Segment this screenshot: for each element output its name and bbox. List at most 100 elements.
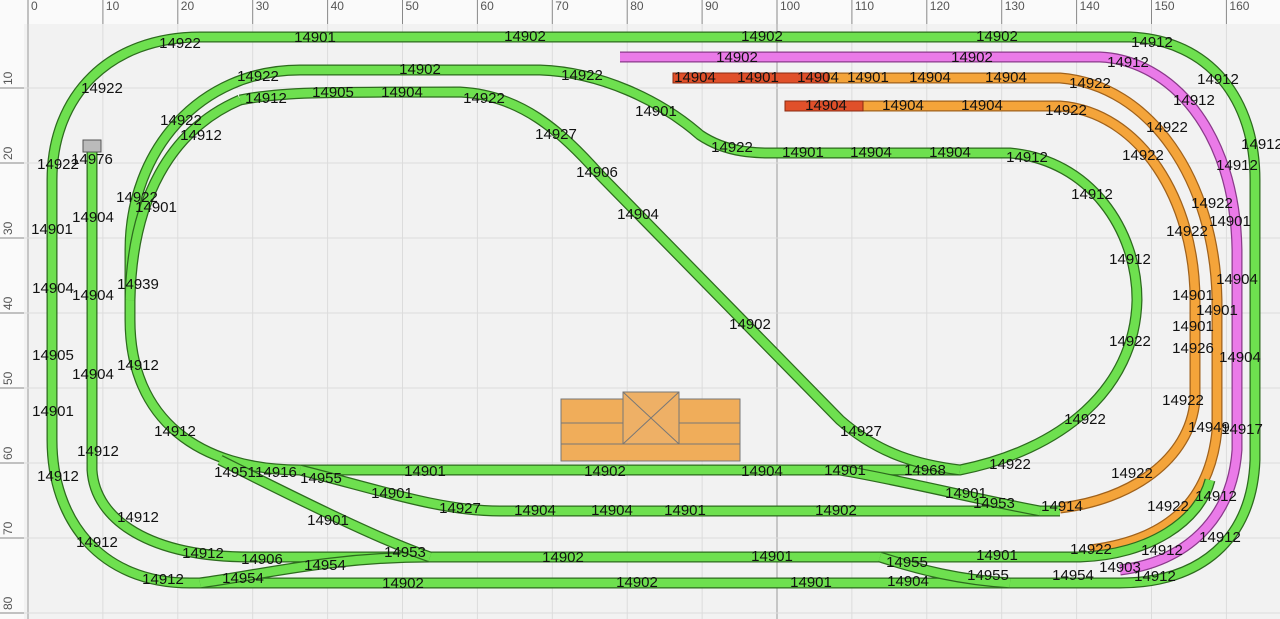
track-label: 14922 [1069,75,1111,92]
track-label: 14955 [886,554,928,571]
ruler-label: 80 [630,0,644,13]
ruler-label: 20 [181,0,195,13]
track-label: 14916 [255,464,297,481]
track-label: 14953 [384,544,426,561]
track-label: 14912 [1134,568,1176,585]
ruler-label: 70 [1,521,15,535]
track-label: 14904 [32,280,74,297]
track-label: 14922 [1166,223,1208,240]
track-label: 14976 [71,151,113,168]
track-label: 14906 [241,551,283,568]
track-label: 14954 [222,570,264,587]
track [298,465,1060,516]
track-label: 14901 [1209,213,1251,230]
track-label: 14904 [797,69,839,86]
track-label: 14922 [1111,465,1153,482]
track-label: 14901 [824,462,866,479]
track-label: 14912 [1216,157,1258,174]
track-label: 14922 [1064,411,1106,428]
track-label: 14912 [1241,136,1280,153]
ruler-label: 60 [480,0,494,13]
track-label: 14912 [1195,488,1237,505]
track-label: 14901 [135,199,177,216]
track-label: 14955 [300,470,342,487]
tracks [46,31,1261,589]
track-label: 14904 [674,69,716,86]
track-label: 14922 [1146,119,1188,136]
track-label: 14922 [160,112,202,129]
ruler-label: 0 [31,0,38,13]
track-label: 14901 [847,69,889,86]
track-label: 14903 [1099,559,1141,576]
track [87,145,1215,562]
track-label: 14906 [576,164,618,181]
track-label: 14904 [617,206,659,223]
track-label: 14902 [616,574,658,591]
building [560,391,741,462]
track-label: 14922 [711,139,753,156]
track-label: 14901 [976,547,1018,564]
track-label: 14901 [1172,287,1214,304]
track-label: 14904 [929,144,971,161]
track-label: 14912 [1141,542,1183,559]
track-label: 14905 [32,347,74,364]
track-label: 14904 [72,209,114,226]
ruler-label: 30 [256,0,270,13]
track-label: 14914 [1041,498,1083,515]
track-label: 14922 [237,68,279,85]
track-label: 14902 [504,28,546,45]
track-label: 14922 [561,67,603,84]
bumper [82,139,102,153]
track-label: 14927 [840,423,882,440]
track-label: 14902 [815,502,857,519]
track-label: 14912 [142,571,184,588]
track-label: 14901 [404,463,446,480]
ruler-label: 130 [1005,0,1025,13]
ruler-label: 20 [1,146,15,160]
track-label: 14922 [1070,541,1112,558]
track-label: 14901 [1196,302,1238,319]
track-label: 14912 [1199,529,1241,546]
track-label: 14955 [967,567,1009,584]
track-label: 14904 [882,97,924,114]
track-label: 14922 [1109,333,1151,350]
track-label: 14954 [304,557,346,574]
track-label: 14922 [1191,195,1233,212]
track-label: 14912 [1131,34,1173,51]
track-label: 14904 [381,84,423,101]
ruler-label: 40 [331,0,345,13]
track-label: 14904 [72,366,114,383]
track-label: 14912 [37,468,79,485]
track-label: 14904 [741,463,783,480]
ruler-label: 70 [555,0,569,13]
track-label: 14902 [741,28,783,45]
track-label: 14904 [1216,271,1258,288]
ruler-label: 120 [930,0,950,13]
track-label: 14902 [382,575,424,592]
track-label: 14901 [635,103,677,120]
track-label: 14922 [81,80,123,97]
ruler-label: 30 [1,221,15,235]
track-label: 14901 [751,548,793,565]
track-label: 14912 [77,443,119,460]
track-label: 14902 [951,49,993,66]
track-label: 14912 [182,545,224,562]
track-label: 14902 [716,49,758,66]
track-label: 14922 [1045,102,1087,119]
track-label: 14922 [37,156,79,173]
track-label: 14968 [904,462,946,479]
ruler-label: 160 [1229,0,1249,13]
track-label: 14912 [117,509,159,526]
track-label: 14904 [909,69,951,86]
track-label: 14949 [1188,419,1230,436]
track [199,552,431,588]
track [239,87,961,475]
track-label: 14901 [945,485,987,502]
ruler-label: 80 [1,596,15,610]
track [47,32,1260,588]
ruler-label: 50 [406,0,420,13]
track-label: 14904 [1219,349,1261,366]
track-label: 14953 [973,495,1015,512]
